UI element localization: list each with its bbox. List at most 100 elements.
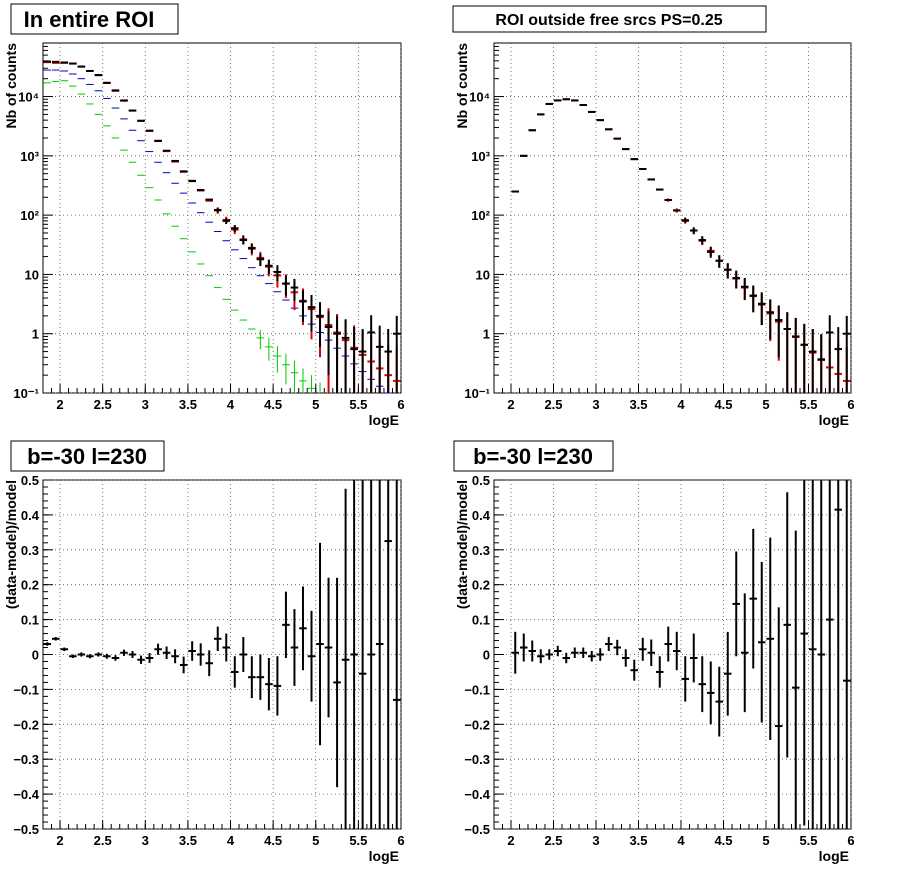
chart-title: b=-30 l=230 bbox=[473, 444, 593, 469]
x-tick-label: 2.5 bbox=[544, 397, 562, 412]
y-tick-label: 10⁻¹ bbox=[13, 386, 39, 401]
x-tick-label: 4.5 bbox=[264, 397, 282, 412]
x-tick-label: 2 bbox=[507, 833, 514, 848]
y-tick-label: −0.4 bbox=[13, 787, 39, 802]
chart-title: b=-30 l=230 bbox=[27, 444, 147, 469]
y-tick-label: 0.1 bbox=[472, 613, 490, 628]
x-tick-label: 4 bbox=[677, 833, 685, 848]
y-tick-label: 0.2 bbox=[21, 578, 39, 593]
y-tick-label: 10⁻¹ bbox=[464, 386, 490, 401]
x-tick-label: 2.5 bbox=[94, 833, 112, 848]
x-tick-label: 3.5 bbox=[179, 397, 197, 412]
y-tick-label: −0.2 bbox=[464, 717, 490, 732]
y-tick-label: −0.5 bbox=[464, 822, 490, 837]
x-axis-label: logE bbox=[369, 412, 399, 428]
x-tick-label: 4 bbox=[227, 833, 235, 848]
y-axis-label: (data-model)/model bbox=[454, 480, 470, 609]
y-tick-label: 1 bbox=[32, 327, 39, 342]
y-tick-label: −0.4 bbox=[464, 787, 490, 802]
plot-frame bbox=[493, 42, 852, 394]
y-tick-label: 0.4 bbox=[472, 508, 491, 523]
y-tick-label: 0.2 bbox=[472, 578, 490, 593]
y-tick-label: 1 bbox=[483, 327, 490, 342]
x-tick-label: 5 bbox=[312, 833, 319, 848]
y-tick-label: 0 bbox=[483, 648, 490, 663]
x-tick-label: 4 bbox=[227, 397, 235, 412]
y-axis-label: Nb of counts bbox=[454, 43, 470, 129]
y-tick-label: 0.3 bbox=[472, 543, 490, 558]
title-box bbox=[10, 440, 165, 472]
y-tick-label: 10 bbox=[25, 267, 39, 282]
y-tick-label: 10² bbox=[20, 208, 39, 223]
y-tick-label: 10⁴ bbox=[469, 90, 490, 105]
x-tick-label: 5.5 bbox=[799, 833, 817, 848]
y-tick-label: −0.5 bbox=[13, 822, 39, 837]
x-tick-label: 5 bbox=[762, 833, 769, 848]
y-tick-label: 0 bbox=[32, 648, 39, 663]
y-tick-label: 10³ bbox=[20, 149, 39, 164]
axes: 2 2.5 3 3.5 4 4.5 5 5.5 6 10⁻¹ 1 10 10² 10³ 10⁴ bbox=[464, 42, 855, 412]
y-tick-label: −0.3 bbox=[464, 752, 490, 767]
y-tick-label: −0.2 bbox=[13, 717, 39, 732]
x-tick-label: 4.5 bbox=[714, 833, 732, 848]
y-tick-label: 10² bbox=[471, 208, 490, 223]
x-tick-label: 6 bbox=[847, 397, 854, 412]
x-tick-label: 2.5 bbox=[94, 397, 112, 412]
data-marks bbox=[43, 480, 401, 829]
y-tick-label: 10⁴ bbox=[18, 90, 39, 105]
data-marks bbox=[43, 60, 401, 394]
x-tick-label: 3 bbox=[592, 397, 599, 412]
x-tick-label: 2 bbox=[56, 397, 63, 412]
y-tick-label: −0.3 bbox=[13, 752, 39, 767]
x-tick-label: 3.5 bbox=[629, 397, 647, 412]
panel-counts-outside-free-srcs: 2 2.5 3 3.5 4 4.5 5 5.5 6 10⁻¹ 1 10 10² 10³ 10⁴ ROI ou… bbox=[452, 5, 855, 428]
x-axis-label: logE bbox=[819, 412, 849, 428]
x-tick-label: 2 bbox=[56, 833, 63, 848]
chart-title: ROI outside free srcs PS=0.25 bbox=[495, 12, 722, 29]
x-axis-label: logE bbox=[819, 848, 849, 864]
plot-frame bbox=[42, 479, 402, 830]
x-tick-label: 6 bbox=[847, 833, 854, 848]
x-tick-label: 6 bbox=[397, 833, 404, 848]
y-tick-label: 10³ bbox=[471, 149, 490, 164]
y-tick-label: −0.1 bbox=[13, 682, 39, 697]
x-tick-label: 2.5 bbox=[544, 833, 562, 848]
x-tick-label: 5.5 bbox=[349, 833, 367, 848]
y-tick-label: 0.5 bbox=[472, 473, 490, 488]
data-marks bbox=[511, 98, 851, 393]
chart-title: In entire ROI bbox=[24, 7, 155, 32]
panel-counts-entire-roi: 2 2.5 3 3.5 4 4.5 5 5.5 6 10⁻¹ 1 10 10² 10³ 10⁴ In ent… bbox=[3, 3, 405, 428]
x-tick-label: 4.5 bbox=[264, 833, 282, 848]
y-tick-label: 0.1 bbox=[21, 613, 39, 628]
axes: 2 2.5 3 3.5 4 4.5 5 5.5 6 10⁻¹ 1 10 10² 10³ 10⁴ bbox=[13, 42, 405, 412]
data-marks bbox=[511, 480, 851, 829]
y-tick-label: 0.3 bbox=[21, 543, 39, 558]
x-tick-label: 3.5 bbox=[179, 833, 197, 848]
y-tick-label: 0.4 bbox=[21, 508, 40, 523]
panel-residuals-right: 2 2.5 3 3.5 4 4.5 5 5.5 6 −0.5 −0.4 −0.3 −0.2 −0.1 0 0.… bbox=[453, 440, 855, 864]
x-tick-label: 3 bbox=[142, 833, 149, 848]
x-tick-label: 4.5 bbox=[714, 397, 732, 412]
x-tick-label: 5 bbox=[762, 397, 769, 412]
x-tick-label: 4 bbox=[677, 397, 685, 412]
title-box bbox=[453, 440, 614, 472]
y-axis-label: (data-model)/model bbox=[3, 480, 19, 609]
panel-residuals-left: 2 2.5 3 3.5 4 4.5 5 5.5 6 −0.5 −0.4 −0.3 −0.2 −0.1 0 0.… bbox=[3, 440, 405, 864]
x-tick-label: 5.5 bbox=[349, 397, 367, 412]
y-tick-label: 10 bbox=[476, 267, 490, 282]
plot-frame bbox=[493, 479, 852, 830]
x-tick-label: 2 bbox=[507, 397, 514, 412]
y-tick-label: 0.5 bbox=[21, 473, 39, 488]
plot-frame bbox=[42, 42, 402, 394]
x-tick-label: 5.5 bbox=[799, 397, 817, 412]
x-tick-label: 3 bbox=[142, 397, 149, 412]
axes: 2 2.5 3 3.5 4 4.5 5 5.5 6 −0.5 −0.4 −0.3 −0.2 −0.1 0 0.… bbox=[464, 473, 854, 848]
axes: 2 2.5 3 3.5 4 4.5 5 5.5 6 −0.5 −0.4 −0.3 −0.2 −0.1 0 0.… bbox=[13, 473, 404, 848]
title-box bbox=[10, 3, 179, 35]
x-tick-label: 5 bbox=[312, 397, 319, 412]
x-axis-label: logE bbox=[369, 848, 399, 864]
y-axis-label: Nb of counts bbox=[3, 43, 19, 129]
title-box bbox=[452, 5, 767, 33]
y-tick-label: −0.1 bbox=[464, 682, 490, 697]
